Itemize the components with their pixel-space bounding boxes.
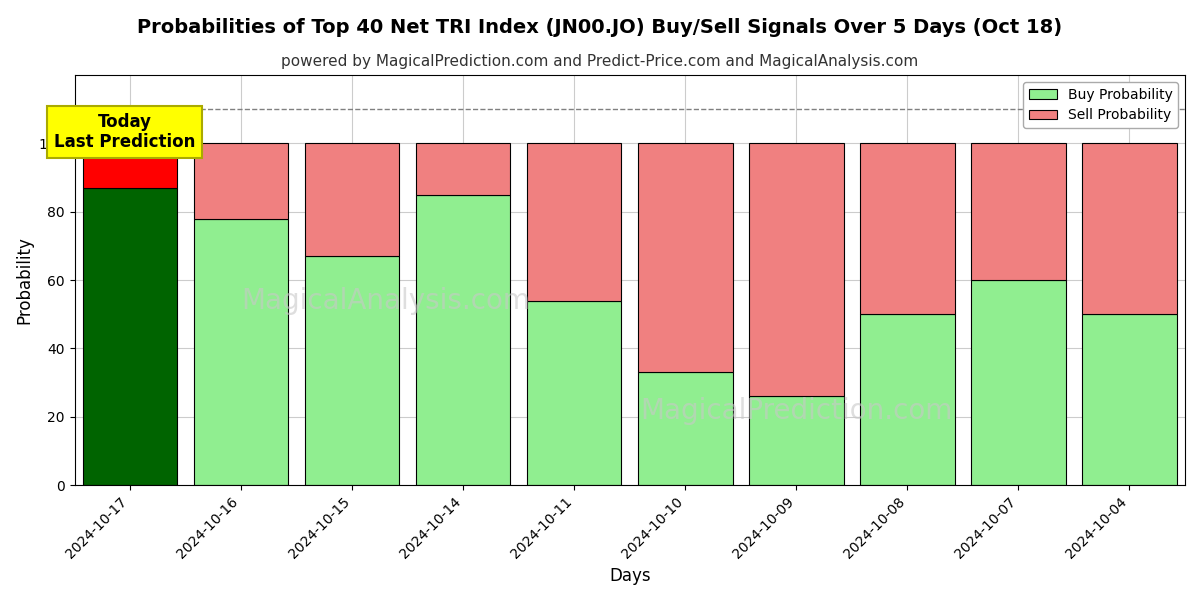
Bar bbox=[527, 301, 622, 485]
Bar bbox=[305, 256, 400, 485]
Bar bbox=[860, 314, 955, 485]
Bar bbox=[971, 143, 1066, 280]
Bar bbox=[860, 143, 955, 314]
Text: powered by MagicalPrediction.com and Predict-Price.com and MagicalAnalysis.com: powered by MagicalPrediction.com and Pre… bbox=[281, 54, 919, 69]
Bar bbox=[416, 194, 510, 485]
Bar bbox=[527, 143, 622, 301]
Bar bbox=[83, 143, 178, 188]
Bar bbox=[194, 143, 288, 218]
Bar bbox=[83, 188, 178, 485]
Bar bbox=[638, 143, 732, 373]
Bar bbox=[1082, 314, 1177, 485]
Bar bbox=[416, 143, 510, 194]
Bar bbox=[971, 280, 1066, 485]
Text: MagicalAnalysis.com: MagicalAnalysis.com bbox=[241, 287, 530, 314]
Bar bbox=[638, 373, 732, 485]
Text: Probabilities of Top 40 Net TRI Index (JN00.JO) Buy/Sell Signals Over 5 Days (Oc: Probabilities of Top 40 Net TRI Index (J… bbox=[138, 18, 1062, 37]
Bar bbox=[1082, 143, 1177, 314]
Text: Today
Last Prediction: Today Last Prediction bbox=[54, 113, 196, 151]
Bar bbox=[749, 396, 844, 485]
Y-axis label: Probability: Probability bbox=[16, 236, 34, 324]
Bar bbox=[194, 218, 288, 485]
Bar bbox=[305, 143, 400, 256]
Bar bbox=[749, 143, 844, 396]
X-axis label: Days: Days bbox=[610, 567, 650, 585]
Text: MagicalPrediction.com: MagicalPrediction.com bbox=[640, 397, 953, 425]
Legend: Buy Probability, Sell Probability: Buy Probability, Sell Probability bbox=[1024, 82, 1178, 128]
